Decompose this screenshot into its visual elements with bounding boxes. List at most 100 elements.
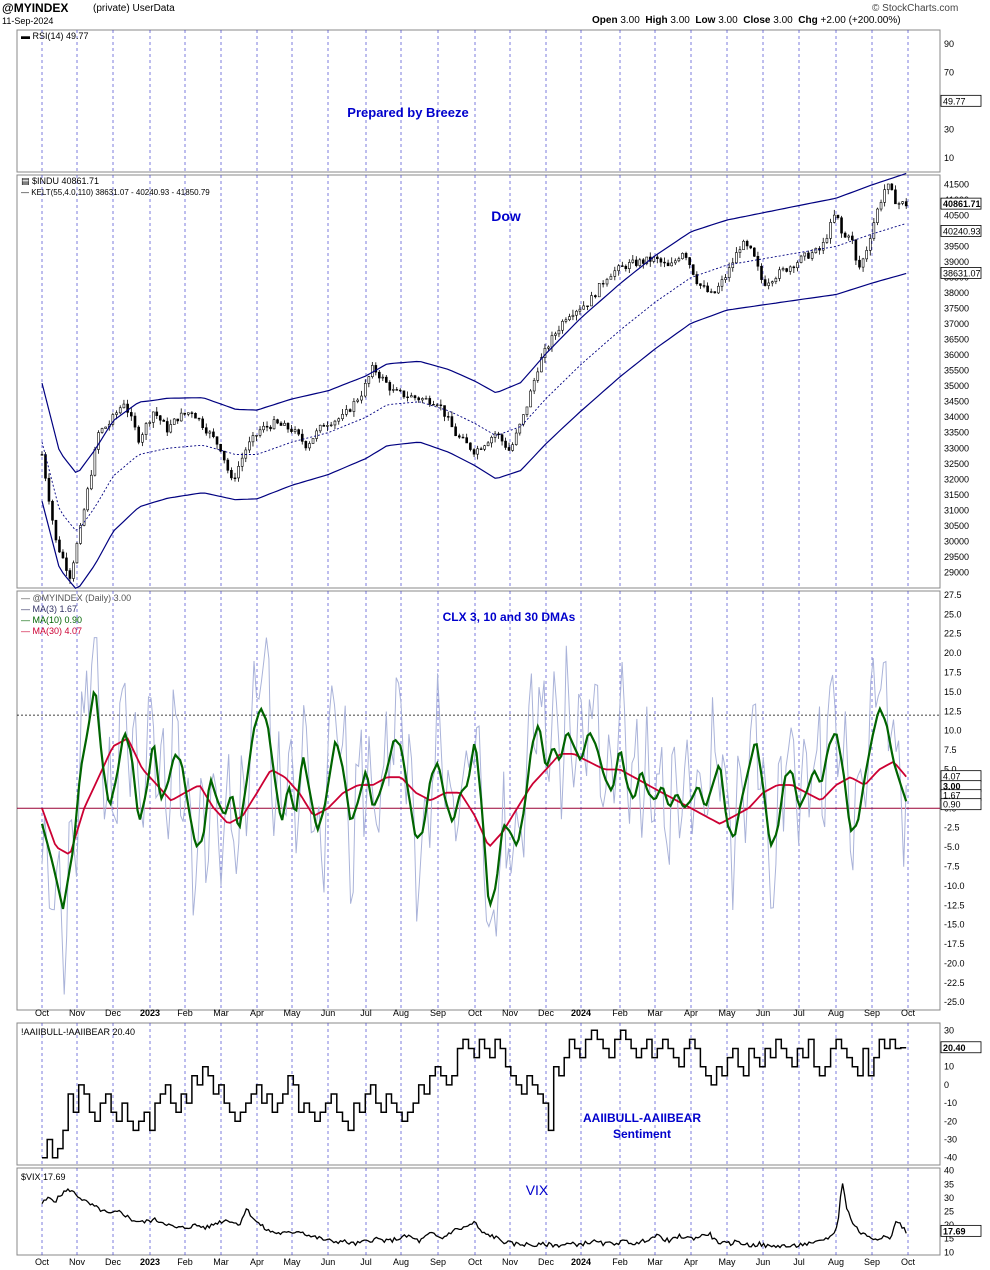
candle-body: [439, 404, 443, 406]
legend-daily: — @MYINDEX (Daily) 3.00: [21, 593, 131, 603]
panel-frame-2: [16, 174, 941, 589]
candle-body: [597, 283, 601, 298]
candle-body: [796, 262, 799, 269]
candle-body: [821, 241, 825, 251]
x-tick-label: Feb: [177, 1257, 193, 1267]
candle-body: [493, 433, 497, 438]
y-tick-label: 25.0: [944, 609, 962, 619]
candle-body: [371, 365, 374, 377]
candle-body: [381, 376, 385, 379]
candle-body: [58, 539, 61, 553]
candle-body: [406, 396, 409, 399]
y-tick-label: -15.0: [944, 920, 965, 930]
aaii-annotation-line2: Sentiment: [613, 1127, 671, 1141]
value-label-text: 0.90: [943, 800, 961, 810]
candle-body: [283, 422, 286, 426]
y-tick-label: 34500: [944, 397, 969, 407]
y-tick-label: 5.0: [944, 764, 957, 774]
candle-body: [68, 570, 72, 579]
dow-y-axis: 4150041000405004000039500390003850038000…: [944, 179, 969, 577]
aaii-step-line: [42, 1029, 907, 1159]
candle-body: [432, 404, 435, 406]
candle-body: [785, 268, 788, 272]
candle-body: [609, 276, 613, 280]
x-tick-label: Aug: [393, 1008, 409, 1018]
candle-body: [568, 316, 571, 321]
candle-body: [631, 259, 635, 263]
x-tick-label: May: [718, 1008, 736, 1018]
y-tick-label: 25: [944, 1207, 954, 1217]
y-tick-label: -5.0: [944, 842, 960, 852]
chg-label: Chg: [798, 15, 818, 26]
candle-body: [825, 238, 829, 243]
y-tick-label: 7.5: [944, 745, 957, 755]
x-tick-label: May: [283, 1257, 301, 1267]
candle-body: [421, 398, 424, 401]
y-tick-label: -20: [944, 1116, 957, 1126]
candle-body: [897, 203, 901, 205]
candle-body: [735, 252, 738, 264]
candle-body: [605, 278, 609, 285]
y-tick-label: 32000: [944, 474, 969, 484]
candle-body: [348, 409, 352, 412]
y-tick-label: 12.5: [944, 706, 962, 716]
candle-body: [179, 412, 183, 422]
candle-body: [345, 409, 348, 415]
candle-body: [215, 436, 219, 445]
candle-body: [333, 420, 337, 426]
candle-body: [500, 434, 504, 442]
y-tick-label: 10: [944, 1062, 954, 1072]
candle-body: [118, 407, 122, 414]
candle-body: [151, 411, 155, 423]
x-tick-label: Nov: [502, 1008, 519, 1018]
vix-y-axis: 40353025201510: [944, 1166, 954, 1258]
candle-body: [833, 214, 836, 223]
x-axis-2: Oct Nov Dec 2023 Feb Mar Apr May Jun Jul Aug Sep Oct…: [35, 1257, 916, 1267]
x-tick-label: Nov: [69, 1257, 86, 1267]
panel-frame-1: [16, 29, 941, 173]
candle-body: [133, 415, 137, 428]
x-tick-label: Oct: [35, 1008, 50, 1018]
value-label-text: 17.69: [943, 1226, 966, 1236]
y-tick-label: 35000: [944, 381, 969, 391]
candle-body: [183, 412, 187, 415]
candle-body: [738, 249, 742, 253]
y-tick-label: 0: [944, 1080, 949, 1090]
rsi-annotation: Prepared by Breeze: [347, 105, 468, 120]
candle-body: [258, 429, 262, 436]
y-tick-label: 90: [944, 39, 954, 49]
candle-body: [645, 256, 649, 264]
x-tick-label: Oct: [468, 1008, 483, 1018]
kelt-lower-band: [41, 272, 907, 590]
vix-line: [41, 1183, 907, 1249]
candle-body: [208, 431, 212, 434]
candle-body: [367, 376, 371, 384]
y-tick-label: 30000: [944, 536, 969, 546]
y-tick-label: 31500: [944, 490, 969, 500]
y-tick-label: 30: [944, 1193, 954, 1203]
candle-body: [656, 256, 659, 259]
candle-body: [190, 412, 194, 414]
candle-body: [479, 448, 483, 450]
x-tick-label: Dec: [105, 1008, 122, 1018]
y-tick-label: 30: [944, 124, 954, 134]
candle-body: [601, 283, 605, 285]
x-tick-label: Sep: [864, 1008, 880, 1018]
candle-body: [522, 414, 525, 425]
candle-body: [788, 266, 792, 272]
candle-body: [40, 454, 44, 456]
candle-body: [461, 436, 465, 439]
candle-body: [720, 279, 724, 287]
candle-body: [47, 477, 51, 502]
candle-body: [507, 447, 511, 451]
y-tick-label: 17.5: [944, 667, 962, 677]
candle-body: [486, 442, 490, 447]
candle-body: [810, 252, 814, 259]
candle-body: [641, 259, 645, 264]
candle-body: [727, 267, 731, 278]
candle-body: [865, 250, 868, 260]
candle-body: [594, 295, 597, 298]
x-tick-label: Aug: [828, 1008, 844, 1018]
candle-body: [901, 201, 904, 204]
